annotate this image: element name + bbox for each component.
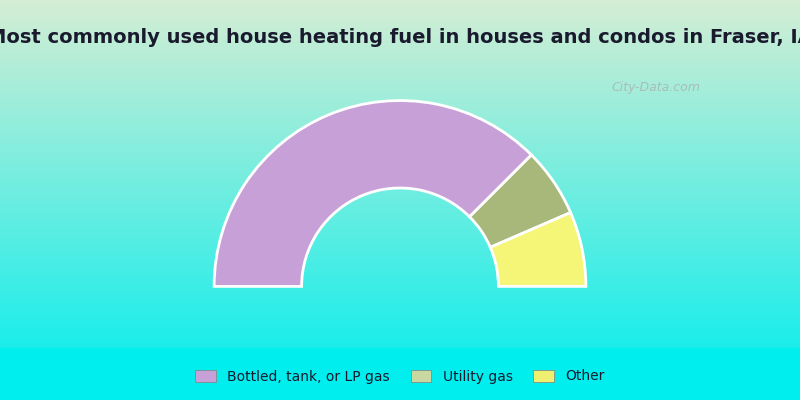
Text: City-Data.com: City-Data.com [611, 82, 701, 94]
Bar [0, 348, 800, 400]
Legend: Bottled, tank, or LP gas, Utility gas, Other: Bottled, tank, or LP gas, Utility gas, O… [190, 364, 610, 389]
Text: Most commonly used house heating fuel in houses and condos in Fraser, IA: Most commonly used house heating fuel in… [0, 28, 800, 47]
Wedge shape [490, 212, 586, 286]
Wedge shape [214, 100, 531, 286]
Wedge shape [470, 155, 570, 247]
